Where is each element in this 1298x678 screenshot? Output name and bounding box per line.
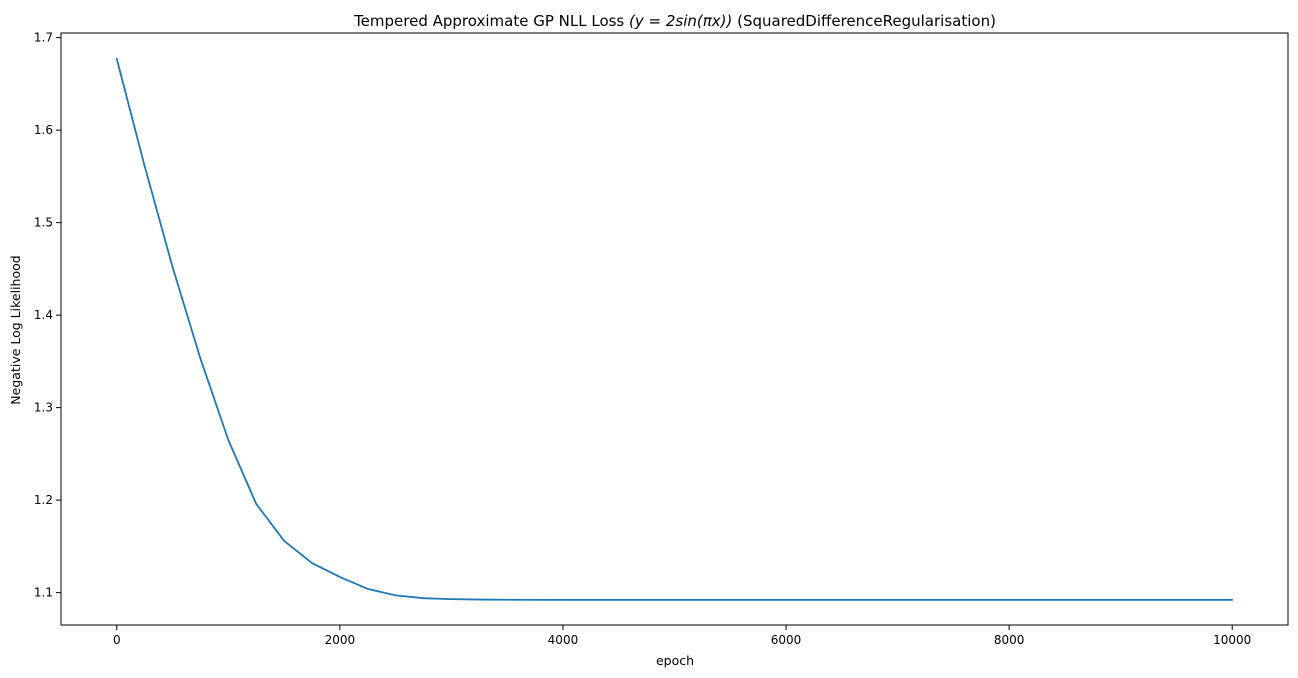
series-line-0 [115,58,1234,601]
x-tick-label: 4000 [548,633,579,647]
x-tick-label: 2000 [325,633,356,647]
title-main: Tempered Approximate GP NLL Loss [353,12,629,30]
x-axis-label: epoch [656,653,694,668]
y-axis-label: Negative Log Likelihood [8,255,23,404]
y-tick-label: 1.6 [34,123,53,137]
plot-area [115,58,1234,601]
x-tick-label: 8000 [994,633,1025,647]
x-tick-label: 10000 [1213,633,1251,647]
chart-title: Tempered Approximate GP NLL Loss (y = 2s… [353,12,996,30]
y-tick-label: 1.1 [34,586,53,600]
title-suffix: (SquaredDifferenceRegularisation) [732,12,996,30]
title-math: (y = 2sin(πx)) [629,12,732,30]
y-tick-label: 1.7 [34,31,53,45]
axes-frame [60,32,1289,626]
axes: 0 2000 4000 6000 8000 10000 1.1 1.2 1.3 1.4 1.5 1.6… [34,31,1289,647]
y-tick-label: 1.5 [34,216,53,230]
x-tick-label: 6000 [771,633,802,647]
y-tick-label: 1.2 [34,493,53,507]
y-tick-label: 1.3 [34,401,53,415]
y-tick-label: 1.4 [34,308,53,322]
x-tick-label: 0 [113,633,121,647]
